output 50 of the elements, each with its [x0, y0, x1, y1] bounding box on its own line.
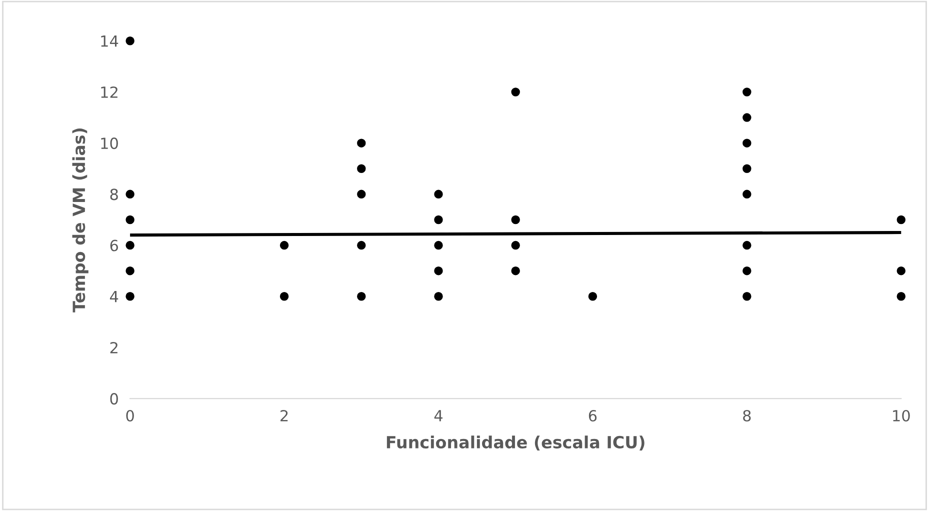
y-tick-label: 12	[101, 86, 118, 98]
point	[126, 292, 134, 301]
point	[434, 292, 443, 301]
point	[742, 113, 752, 122]
point	[742, 164, 752, 173]
point	[357, 138, 366, 148]
x-tick-label: 6	[588, 410, 597, 422]
point	[357, 190, 366, 199]
point	[511, 266, 520, 276]
x-tick-label: 4	[434, 410, 442, 422]
y-tick-label: 2	[110, 342, 118, 354]
point	[280, 292, 289, 301]
point	[742, 190, 752, 199]
point	[742, 292, 752, 301]
point	[126, 266, 134, 276]
point	[742, 138, 752, 148]
y-tick-label: 8	[110, 188, 118, 200]
point	[742, 266, 752, 276]
point	[357, 240, 366, 250]
point	[126, 190, 134, 199]
point	[126, 215, 134, 224]
y-tick-label: 14	[101, 36, 118, 47]
point	[126, 240, 134, 250]
y-tick-label: 0	[110, 393, 118, 405]
point	[434, 240, 443, 250]
point	[511, 240, 520, 250]
y-tick-label: 4	[110, 291, 118, 302]
point	[280, 240, 289, 250]
point	[357, 164, 366, 173]
point	[742, 88, 752, 96]
point	[742, 240, 752, 250]
point	[434, 190, 443, 199]
x-tick-label: 8	[743, 410, 751, 422]
y-axis-title: Tempo de VM (dias)	[72, 128, 88, 312]
point	[896, 292, 906, 301]
point	[896, 266, 906, 276]
x-tick-label: 2	[280, 410, 288, 422]
x-tick-label: 0	[126, 410, 134, 422]
y-tick-label: 6	[110, 240, 118, 252]
point	[434, 266, 443, 276]
y-tick-label: 10	[101, 138, 118, 150]
point	[588, 292, 598, 301]
point	[434, 215, 443, 224]
point	[357, 292, 366, 301]
point	[511, 88, 520, 96]
point	[511, 215, 520, 224]
point	[896, 215, 906, 224]
x-tick-label: 10	[893, 410, 910, 422]
x-axis-title: Funcionalidade (escala ICU)	[386, 436, 644, 450]
point	[126, 36, 134, 46]
